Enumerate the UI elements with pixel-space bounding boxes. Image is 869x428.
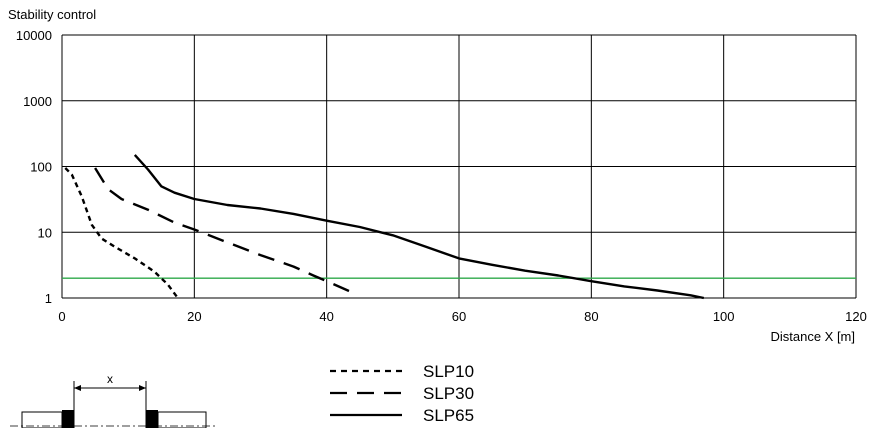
diagram-right-housing [157,411,207,428]
x-tick-label: 40 [319,309,333,324]
diagram-arrow-right [139,385,146,391]
legend-label-slp10: SLP10 [423,362,474,381]
diagram-right-lens [146,410,158,428]
series-line-slp10 [64,167,179,299]
legend-label-slp65: SLP65 [423,406,474,425]
x-tick-label: 80 [584,309,598,324]
sensor-distance-diagram: x [10,372,215,428]
series-line-slp30 [94,167,354,294]
legend: SLP10 SLP30 SLP65 [330,362,474,425]
series-lines [62,154,856,300]
y-tick-label: 10000 [16,28,52,43]
y-axis-label: Stability control [8,7,96,22]
legend-label-slp30: SLP30 [423,384,474,403]
y-tick-label: 10 [38,225,52,240]
diagram-distance-label: x [107,372,113,386]
grid [61,34,857,299]
x-tick-label: 20 [187,309,201,324]
diagram-left-lens [62,410,74,428]
diagram-arrow-left [74,385,81,391]
x-tick-label: 120 [845,309,867,324]
y-tick-label: 1 [45,291,52,306]
series-line-slp65 [133,154,705,300]
x-tick-label: 0 [58,309,65,324]
x-axis-label: Distance X [m] [770,329,855,344]
x-tick-label: 60 [452,309,466,324]
y-tick-label: 1000 [23,94,52,109]
y-tick-label: 100 [30,160,52,175]
x-tick-label: 100 [713,309,735,324]
